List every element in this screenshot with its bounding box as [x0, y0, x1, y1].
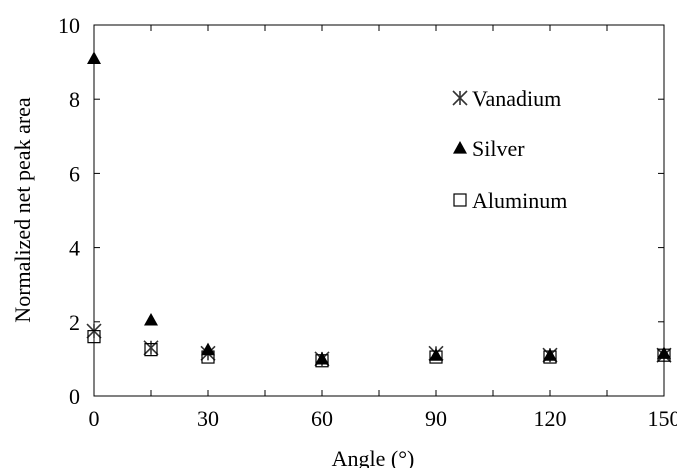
x-tick-label: 0 [89, 406, 100, 431]
plot-frame [93, 24, 665, 397]
legend-item-silver: Silver [453, 136, 525, 161]
x-tick-label: 60 [311, 406, 333, 431]
x-tick-label: 30 [197, 406, 219, 431]
square-marker-icon [453, 193, 467, 207]
axes [93, 24, 665, 397]
x-tick-label: 150 [648, 406, 677, 431]
y-axis-title: Normalized net peak area [10, 97, 35, 323]
legend-label: Vanadium [472, 86, 561, 111]
y-tick-label: 6 [69, 161, 80, 186]
triangle-marker-icon [453, 141, 467, 154]
legend-item-vanadium: Vanadium [452, 86, 561, 111]
data-point-silver [315, 351, 329, 365]
asterisk-marker-icon [452, 90, 468, 106]
data-point-aluminum [201, 350, 215, 364]
data-point-aluminum [543, 350, 557, 364]
y-tick-label: 8 [69, 87, 80, 112]
data-point-vanadium [143, 340, 159, 356]
data-point-silver [87, 51, 101, 64]
y-tick-label: 4 [69, 236, 80, 261]
legend-label: Aluminum [472, 188, 567, 213]
data-point-aluminum [87, 330, 101, 344]
data-points [86, 51, 672, 368]
data-point-silver [429, 348, 443, 361]
legend-item-aluminum: Aluminum [453, 188, 567, 213]
x-tick-label: 90 [425, 406, 447, 431]
tick-marks [93, 24, 665, 397]
data-point-aluminum [429, 350, 443, 364]
data-point-aluminum [315, 354, 329, 368]
data-point-aluminum [657, 348, 671, 362]
data-point-aluminum [144, 343, 158, 357]
data-point-silver [201, 342, 215, 356]
legend: Vanadium Silver Aluminum [452, 86, 567, 213]
data-point-silver [657, 346, 671, 359]
data-point-silver [543, 348, 557, 361]
x-tick-label: 120 [534, 406, 567, 431]
legend-label: Silver [472, 136, 525, 161]
y-tick-label: 2 [69, 310, 80, 335]
data-point-silver [144, 312, 158, 326]
x-axis-title: Angle (°) [332, 446, 415, 468]
y-tick-label: 10 [58, 13, 80, 38]
tick-labels: 0 30 60 90 120 150 0 2 4 6 8 10 [58, 13, 677, 431]
y-tick-label: 0 [69, 384, 80, 409]
